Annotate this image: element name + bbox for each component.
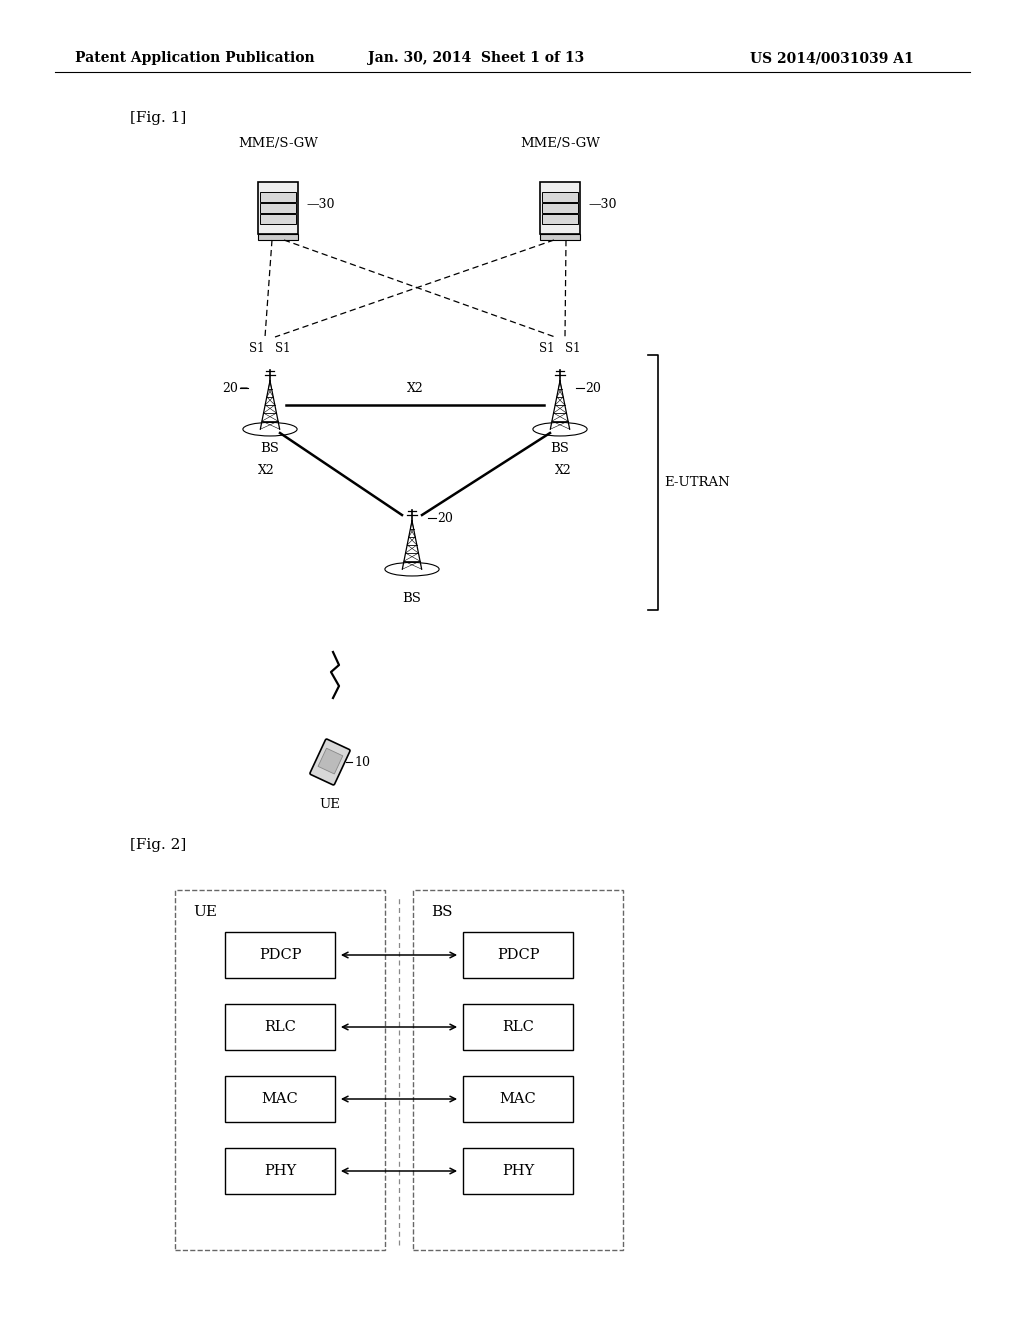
Text: X2: X2 — [555, 463, 571, 477]
Text: —30: —30 — [588, 198, 616, 211]
FancyBboxPatch shape — [258, 182, 298, 234]
Text: 10: 10 — [354, 755, 370, 768]
Text: S1: S1 — [565, 342, 581, 355]
FancyBboxPatch shape — [260, 214, 296, 224]
Text: BS: BS — [431, 906, 453, 919]
Text: S1: S1 — [540, 342, 555, 355]
Text: UE: UE — [319, 799, 340, 812]
Text: BS: BS — [260, 441, 280, 454]
FancyBboxPatch shape — [543, 214, 578, 224]
Text: E-UTRAN: E-UTRAN — [664, 477, 730, 488]
Text: X2: X2 — [258, 463, 275, 477]
FancyBboxPatch shape — [260, 191, 296, 202]
FancyBboxPatch shape — [225, 1005, 335, 1049]
Text: 20: 20 — [585, 381, 601, 395]
Text: PHY: PHY — [502, 1164, 535, 1177]
Text: PHY: PHY — [264, 1164, 296, 1177]
FancyBboxPatch shape — [543, 203, 578, 213]
Text: BS: BS — [402, 591, 422, 605]
Text: US 2014/0031039 A1: US 2014/0031039 A1 — [750, 51, 913, 65]
Text: [Fig. 2]: [Fig. 2] — [130, 838, 186, 851]
Text: 20: 20 — [437, 511, 453, 524]
Text: 20: 20 — [222, 381, 238, 395]
Text: PDCP: PDCP — [259, 948, 301, 962]
Text: RLC: RLC — [502, 1020, 534, 1034]
Text: UE: UE — [193, 906, 217, 919]
Text: PDCP: PDCP — [497, 948, 540, 962]
Text: MME/S-GW: MME/S-GW — [520, 136, 600, 149]
Text: X2: X2 — [407, 381, 423, 395]
FancyBboxPatch shape — [225, 1148, 335, 1195]
Text: —30: —30 — [306, 198, 335, 211]
FancyBboxPatch shape — [540, 182, 581, 234]
FancyBboxPatch shape — [318, 748, 343, 774]
FancyBboxPatch shape — [225, 932, 335, 978]
Text: RLC: RLC — [264, 1020, 296, 1034]
FancyBboxPatch shape — [540, 234, 581, 240]
Text: [Fig. 1]: [Fig. 1] — [130, 111, 186, 125]
FancyBboxPatch shape — [463, 1005, 573, 1049]
FancyBboxPatch shape — [310, 739, 350, 785]
FancyBboxPatch shape — [258, 234, 298, 240]
FancyBboxPatch shape — [463, 1148, 573, 1195]
FancyBboxPatch shape — [543, 191, 578, 202]
Text: MAC: MAC — [261, 1092, 298, 1106]
Text: S1: S1 — [275, 342, 291, 355]
Text: BS: BS — [551, 441, 569, 454]
FancyBboxPatch shape — [225, 1076, 335, 1122]
FancyBboxPatch shape — [260, 203, 296, 213]
Text: Patent Application Publication: Patent Application Publication — [75, 51, 314, 65]
Text: MME/S-GW: MME/S-GW — [238, 136, 317, 149]
Text: Jan. 30, 2014  Sheet 1 of 13: Jan. 30, 2014 Sheet 1 of 13 — [368, 51, 585, 65]
Text: S1: S1 — [249, 342, 265, 355]
Text: MAC: MAC — [500, 1092, 537, 1106]
FancyBboxPatch shape — [463, 1076, 573, 1122]
FancyBboxPatch shape — [463, 932, 573, 978]
